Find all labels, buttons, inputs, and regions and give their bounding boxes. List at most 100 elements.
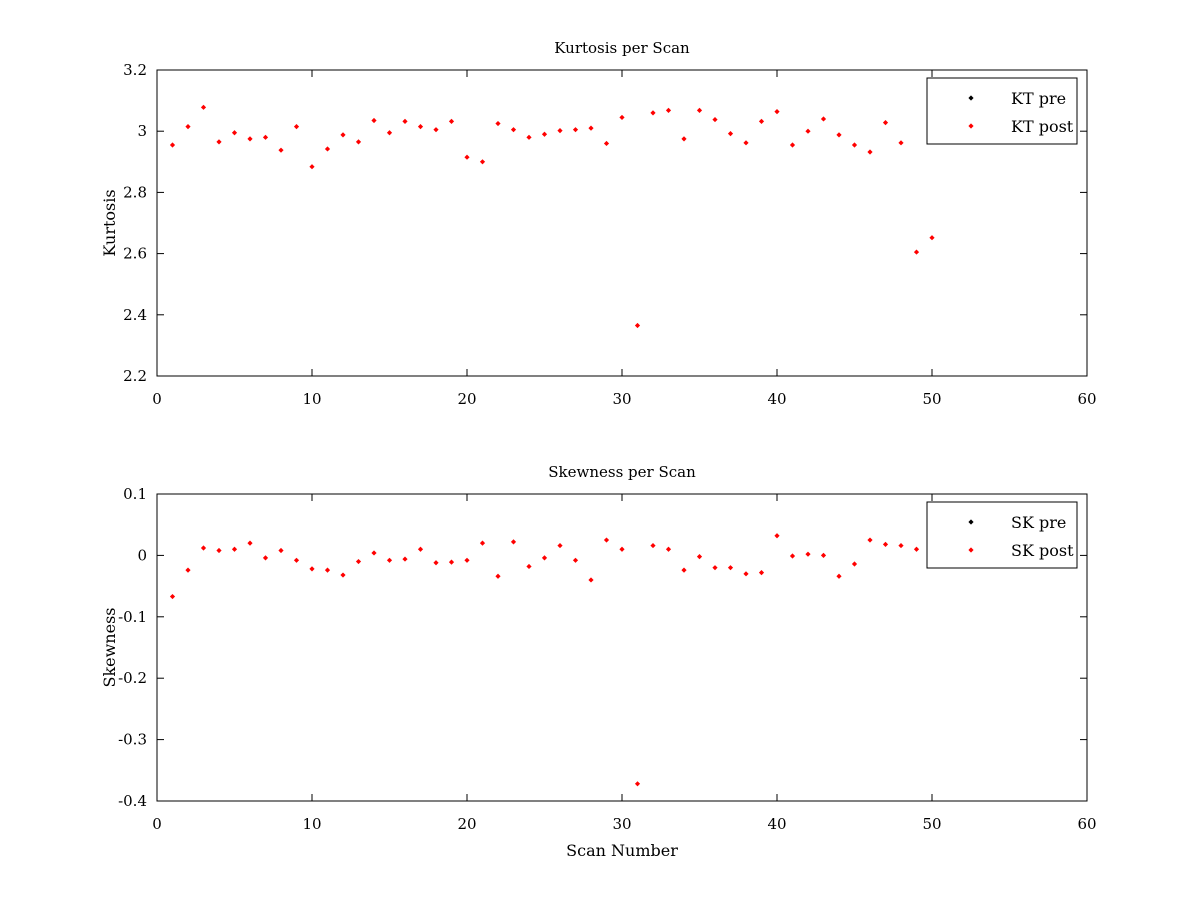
data-point [433,560,439,566]
series-2 [169,104,935,329]
data-point [774,533,780,539]
data-point [324,567,331,573]
data-point [185,567,191,573]
data-point [231,546,238,552]
data-point [541,555,548,561]
data-point [712,565,718,571]
data-point [743,140,749,146]
legend: SK pre SK post [926,501,1078,569]
data-point [355,558,362,565]
x-tick-label: 10 [302,390,321,408]
y-tick-label: 2.2 [123,367,147,385]
data-point [665,546,672,552]
data-point [278,147,284,153]
data-point [169,593,176,600]
data-point [479,540,486,546]
data-point [464,557,470,563]
data-point [557,127,563,134]
chart-title: Skewness per Scan [548,463,696,481]
data-point [464,154,470,160]
data-point [696,107,703,113]
data-point [402,556,408,562]
data-point [603,140,610,147]
data-point [371,550,377,556]
legend-entry: SK post [1011,541,1074,560]
y-tick-label: -0.3 [118,731,147,749]
x-tick-label: 20 [457,390,476,408]
legend-marker [968,547,974,553]
data-point [867,149,873,155]
data-point [324,146,331,152]
data-point [340,572,346,578]
x-tick-label: 30 [612,815,631,833]
data-point [526,134,532,140]
data-point [231,130,238,136]
x-tick-label: 0 [152,815,162,833]
data-point [433,127,439,133]
data-point [572,557,579,563]
data-point [820,116,827,122]
data-point [355,139,362,145]
x-tick-label: 50 [922,390,941,408]
data-point [293,124,300,130]
data-point [278,547,284,554]
x-tick-label: 40 [767,815,786,833]
data-point [634,781,641,787]
data-point [603,537,610,543]
data-point [386,557,393,563]
data-point [510,127,517,133]
data-point [619,546,625,552]
data-point [650,542,656,549]
data-point [169,142,176,148]
x-tick-label: 50 [922,815,941,833]
data-point [836,132,842,138]
data-point [882,120,889,126]
data-point [882,541,889,547]
data-point [898,140,904,146]
data-point [696,554,703,560]
x-tick-label: 60 [1077,390,1096,408]
data-point [650,110,656,116]
data-point [510,539,517,545]
chart-title: Kurtosis per Scan [554,39,690,57]
data-point [216,547,222,554]
x-tick-label: 60 [1077,815,1096,833]
data-point [386,130,393,136]
data-point [572,127,579,133]
y-tick-label: 2.4 [123,306,147,324]
data-point [340,132,346,138]
data-point [417,124,424,130]
legend-entry: KT post [1011,117,1074,136]
legend-marker [968,95,974,101]
data-point [262,555,269,561]
x-tick-label: 20 [457,815,476,833]
data-point [526,563,532,570]
x-tick-label: 30 [612,390,631,408]
data-point [898,542,904,549]
data-point [588,125,594,131]
y-tick-label: 2.8 [123,183,147,201]
y-tick-label: 0 [137,546,147,564]
data-point [789,142,796,148]
data-point [448,118,455,125]
data-point [557,542,563,549]
data-point [541,131,548,137]
data-point [200,545,207,551]
data-point [293,557,300,563]
x-axis-label: Scan Number [566,841,678,860]
data-point [913,546,920,552]
y-axis-label: Kurtosis [100,189,119,256]
data-point [851,142,858,148]
y-axis-label: Skewness [100,607,119,687]
data-point [867,537,873,543]
data-point [665,107,672,113]
data-point [712,116,718,123]
data-point [758,569,765,576]
data-point [789,553,796,559]
data-point [820,552,827,558]
y-tick-label: -0.1 [118,608,147,626]
data-point [805,128,811,134]
data-point [262,134,269,140]
data-point [634,322,641,329]
